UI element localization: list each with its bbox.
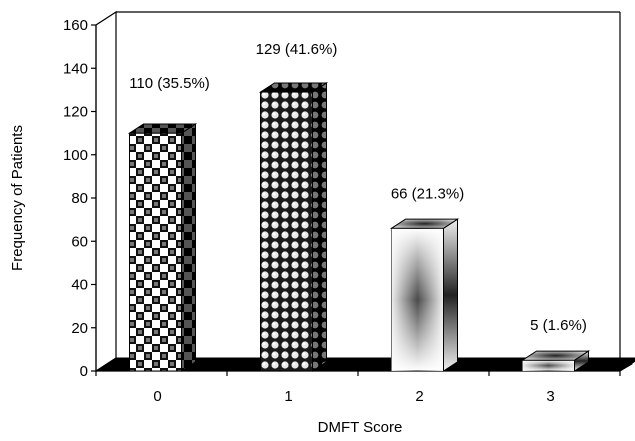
bar-1 [258, 82, 329, 372]
bar-top [520, 350, 591, 361]
bar-side [443, 218, 458, 372]
y-tick-label: 100 [63, 147, 88, 164]
x-tick-label: 0 [153, 388, 161, 405]
bar-top [127, 123, 198, 134]
y-tick-label: 120 [63, 104, 88, 121]
y-axis-wall [95, 10, 117, 373]
x-tick-label: 2 [415, 388, 423, 405]
y-axis-title: Frequency of Patients [9, 125, 26, 271]
y-tick-label: 140 [63, 60, 88, 77]
bar-front-highlight [522, 360, 575, 371]
bar-front-highlight [391, 228, 444, 371]
bar-side [312, 82, 327, 372]
y-tick-label: 160 [63, 17, 88, 34]
bar-side [181, 123, 196, 372]
x-axis-title: DMFT Score [318, 419, 403, 436]
bar-top [258, 82, 329, 93]
data-label: 129 (41.6%) [256, 41, 338, 58]
bar-2 [389, 218, 460, 372]
bar-front [260, 91, 313, 372]
y-tick-label: 80 [71, 190, 88, 207]
bar-front [129, 132, 182, 372]
bar-3 [520, 350, 591, 372]
y-tick-label: 0 [80, 363, 88, 380]
y-tick-label: 40 [71, 277, 88, 294]
data-label: 5 (1.6%) [530, 317, 587, 334]
x-tick-label: 1 [284, 388, 292, 405]
data-label: 110 (35.5%) [129, 75, 210, 92]
x-tick-label: 3 [546, 388, 554, 405]
y-tick-label: 20 [71, 320, 88, 337]
bar-0 [127, 123, 198, 372]
data-label: 66 (21.3%) [391, 185, 464, 202]
y-tick-label: 60 [71, 233, 88, 250]
bar-top [389, 218, 460, 229]
